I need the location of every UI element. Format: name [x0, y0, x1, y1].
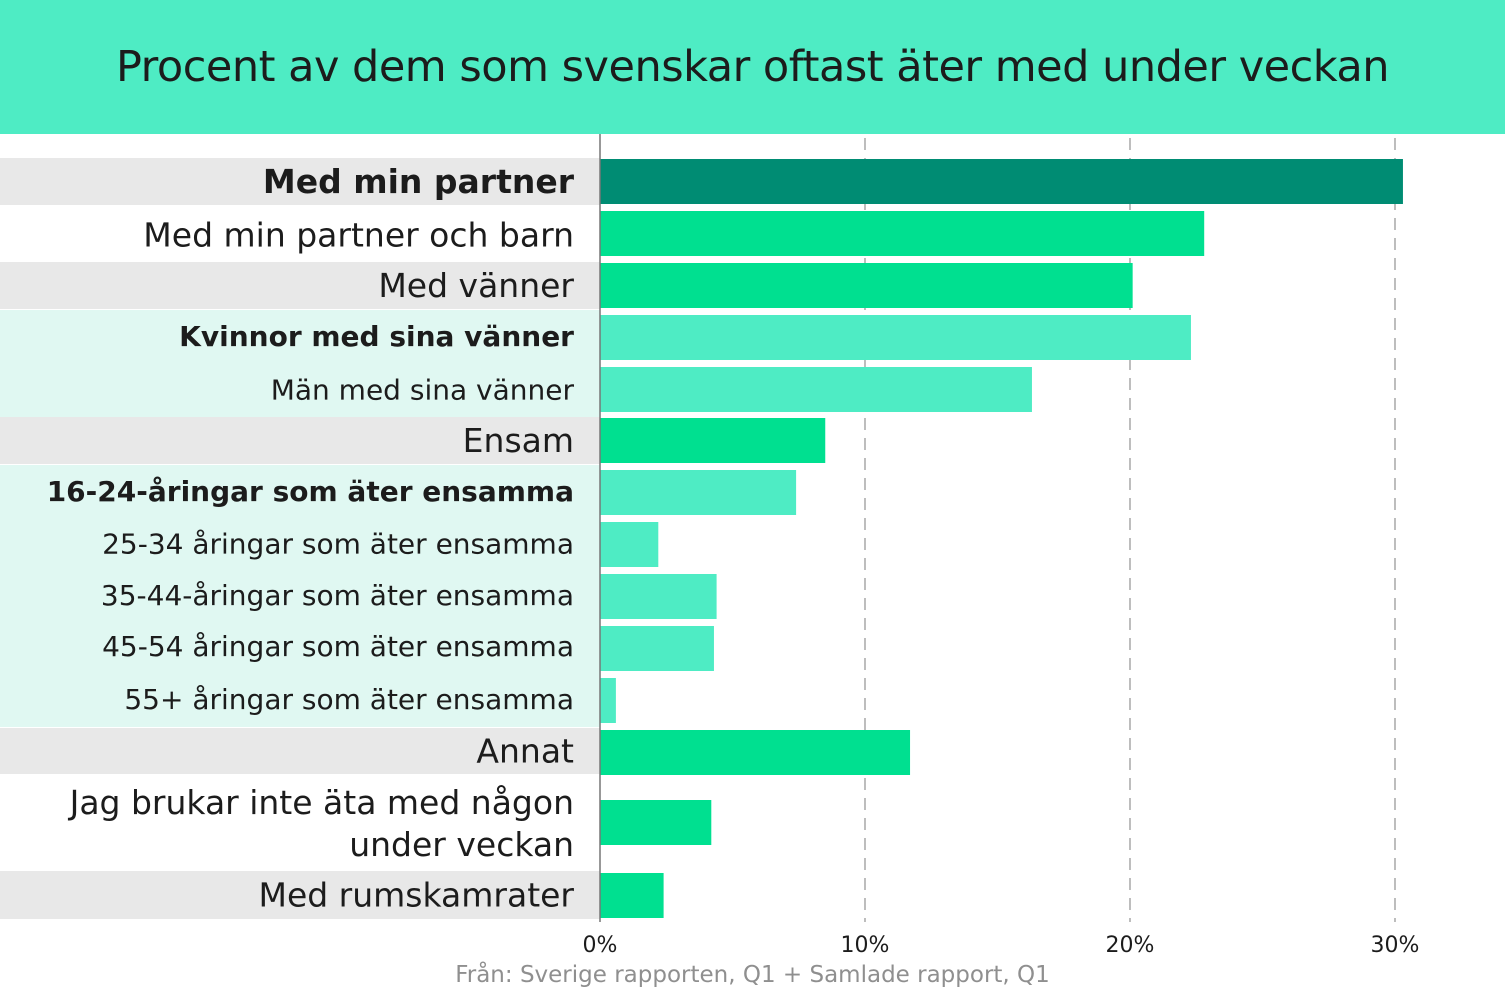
- row-background: [0, 518, 600, 570]
- category-label: Med min partner och barn: [143, 216, 574, 255]
- category-labels: Med min partner Med min partner och barn M…: [47, 162, 575, 915]
- bar: [600, 730, 911, 775]
- x-tick-labels: 0% 10% 20% 30%: [583, 933, 1420, 958]
- x-tick-label: 10%: [841, 933, 890, 958]
- row-background: [0, 417, 600, 464]
- bar: [600, 159, 1403, 204]
- bar: [600, 470, 797, 515]
- row-background: [0, 363, 600, 417]
- category-label: Män med sina vänner: [271, 374, 575, 407]
- row-backgrounds: [0, 158, 600, 919]
- bars: [600, 159, 1403, 918]
- category-label: Jag brukar inte äta med någon under vecka…: [68, 783, 574, 864]
- category-label: 35-44-åringar som äter ensamma: [101, 579, 574, 612]
- bar: [600, 800, 712, 845]
- category-label: Kvinnor med sina vänner: [179, 320, 574, 353]
- row-background: [0, 310, 600, 363]
- bar: [600, 522, 659, 567]
- category-label: 16-24-åringar som äter ensamma: [47, 475, 574, 508]
- x-tick-label: 0%: [583, 933, 618, 958]
- row-background: [0, 728, 600, 774]
- category-label: Ensam: [463, 421, 574, 460]
- x-tick-label: 30%: [1371, 933, 1420, 958]
- bar: [600, 873, 664, 918]
- source-note: Från: Sverige rapporten, Q1 + Samlade ra…: [455, 962, 1050, 988]
- bar: [600, 367, 1032, 412]
- row-background: [0, 871, 600, 919]
- row-background: [0, 570, 600, 621]
- category-label: 45-54 åringar som äter ensamma: [102, 630, 574, 663]
- header-band: [0, 0, 1505, 134]
- row-background: [0, 621, 600, 672]
- category-label: Med rumskamrater: [258, 876, 574, 915]
- bar: [600, 263, 1133, 308]
- category-label: 55+ åringar som äter ensamma: [124, 683, 574, 716]
- bar: [600, 211, 1205, 256]
- bar: [600, 418, 826, 463]
- row-background: [0, 262, 600, 309]
- category-label: Med min partner: [263, 162, 575, 201]
- bar: [600, 574, 717, 619]
- row-background: [0, 672, 600, 727]
- x-tick-label: 20%: [1106, 933, 1155, 958]
- bar: [600, 315, 1191, 360]
- category-label: Annat: [476, 732, 574, 771]
- row-background: [0, 465, 600, 518]
- category-label: Med vänner: [378, 266, 574, 305]
- bar: [600, 626, 714, 671]
- bar: [600, 678, 616, 723]
- category-label: 25-34 åringar som äter ensamma: [102, 528, 574, 561]
- chart-title: Procent av dem som svenskar oftast äter …: [116, 42, 1389, 92]
- row-background: [0, 158, 600, 205]
